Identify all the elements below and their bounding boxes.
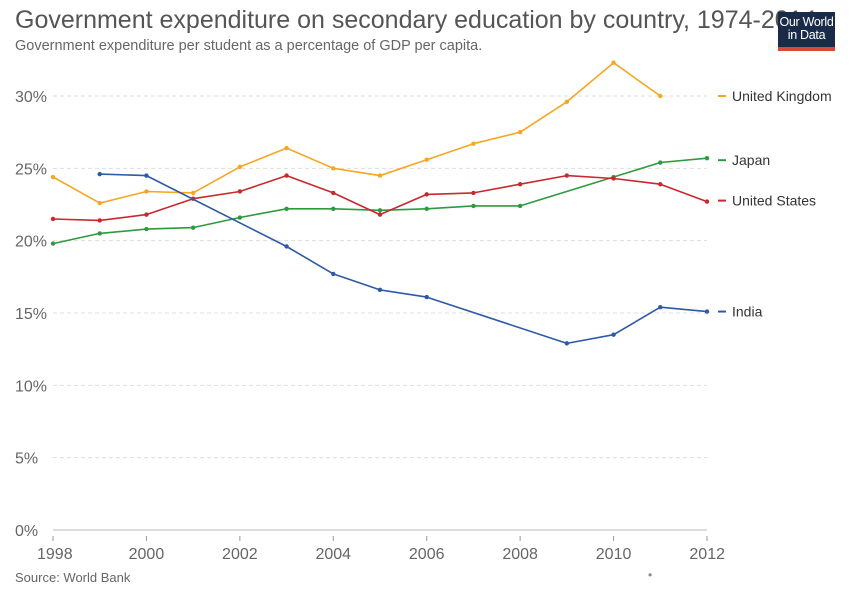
data-point[interactable] bbox=[97, 218, 102, 223]
x-tick-label: 2000 bbox=[129, 546, 165, 563]
data-point[interactable] bbox=[331, 206, 336, 212]
data-point[interactable] bbox=[50, 216, 56, 222]
data-point[interactable] bbox=[564, 173, 570, 178]
legend-item-india[interactable]: India bbox=[718, 304, 763, 320]
x-tick-label: 2002 bbox=[222, 546, 258, 563]
data-point[interactable] bbox=[424, 294, 429, 300]
data-point[interactable] bbox=[284, 145, 289, 151]
series-line-japan[interactable] bbox=[52, 157, 708, 245]
legend-label: India bbox=[732, 304, 763, 320]
chart-subtitle: Government expenditure per student as a … bbox=[15, 38, 483, 54]
data-point[interactable] bbox=[424, 206, 429, 212]
gridlines bbox=[53, 95, 707, 531]
data-point[interactable] bbox=[424, 192, 429, 197]
data-point[interactable] bbox=[377, 173, 383, 178]
data-point[interactable] bbox=[97, 231, 102, 236]
x-tick-label: 2012 bbox=[689, 546, 725, 563]
y-tick-label: 30% bbox=[15, 89, 47, 106]
data-point[interactable] bbox=[377, 287, 383, 293]
series-lines bbox=[50, 60, 710, 346]
legend-item-united-states[interactable]: United States bbox=[718, 193, 816, 209]
series-united-kingdom[interactable] bbox=[50, 60, 663, 206]
y-tick-label: 0% bbox=[15, 523, 38, 540]
legend-item-united-kingdom[interactable]: United Kingdom bbox=[718, 88, 832, 104]
data-point[interactable] bbox=[517, 203, 523, 209]
data-point[interactable] bbox=[658, 182, 663, 187]
data-point[interactable] bbox=[331, 190, 336, 196]
data-point[interactable] bbox=[97, 200, 102, 206]
logo-line-1: Our World bbox=[779, 15, 834, 29]
x-tick-label: 2008 bbox=[502, 546, 538, 563]
series-united-states[interactable] bbox=[50, 173, 710, 223]
data-point[interactable] bbox=[611, 176, 616, 181]
data-point[interactable] bbox=[237, 215, 243, 220]
y-tick-label: 25% bbox=[15, 161, 47, 178]
data-point[interactable] bbox=[704, 156, 710, 161]
legend-label: Japan bbox=[732, 152, 770, 168]
data-point[interactable] bbox=[424, 157, 429, 162]
data-point[interactable] bbox=[611, 332, 616, 337]
series-line-india[interactable] bbox=[99, 173, 708, 345]
axes: 0% 5% 10% 15% 20% 25% 30% 1998 2000 2002 2004 2006 2… bbox=[15, 89, 725, 563]
legend: United Kingdom Japan United States India bbox=[718, 88, 832, 320]
x-tick-label: 2010 bbox=[596, 546, 632, 563]
data-point[interactable] bbox=[517, 129, 523, 135]
x-tick-label: 2006 bbox=[409, 546, 445, 563]
data-point[interactable] bbox=[237, 189, 243, 194]
data-point[interactable] bbox=[284, 206, 289, 212]
data-point[interactable] bbox=[611, 60, 616, 65]
chart-title: Government expenditure on secondary educ… bbox=[15, 6, 817, 34]
footer-dot: • bbox=[648, 568, 653, 582]
data-point[interactable] bbox=[331, 166, 336, 171]
source-note[interactable]: Source: World Bank bbox=[15, 570, 131, 585]
series-line-united-kingdom[interactable] bbox=[52, 61, 661, 204]
series-japan[interactable] bbox=[50, 156, 710, 246]
data-point[interactable] bbox=[190, 190, 196, 196]
owid-logo[interactable]: Our World in Data bbox=[778, 12, 835, 51]
data-point[interactable] bbox=[50, 241, 56, 246]
x-tick-label: 1998 bbox=[37, 546, 73, 563]
data-point[interactable] bbox=[658, 305, 663, 310]
y-tick-label: 15% bbox=[15, 306, 47, 323]
data-point[interactable] bbox=[471, 203, 476, 209]
y-tick-label: 20% bbox=[15, 234, 47, 251]
y-tick-label: 10% bbox=[15, 378, 47, 395]
data-point[interactable] bbox=[658, 160, 663, 165]
x-tick-label: 2004 bbox=[315, 546, 351, 563]
data-point[interactable] bbox=[658, 93, 663, 99]
data-point[interactable] bbox=[517, 182, 523, 187]
data-point[interactable] bbox=[564, 341, 570, 346]
logo-line-2: in Data bbox=[787, 28, 826, 42]
data-point[interactable] bbox=[377, 212, 383, 217]
data-point[interactable] bbox=[190, 225, 196, 230]
data-point[interactable] bbox=[471, 141, 476, 146]
data-point[interactable] bbox=[704, 199, 710, 204]
data-point[interactable] bbox=[377, 208, 383, 213]
data-point[interactable] bbox=[471, 190, 476, 196]
data-point[interactable] bbox=[284, 173, 289, 178]
legend-label: United Kingdom bbox=[732, 88, 832, 104]
data-point[interactable] bbox=[144, 173, 149, 178]
data-point[interactable] bbox=[144, 212, 149, 217]
data-point[interactable] bbox=[144, 226, 149, 232]
data-point[interactable] bbox=[97, 171, 102, 177]
data-point[interactable] bbox=[704, 309, 710, 314]
y-tick-label: 5% bbox=[15, 451, 38, 468]
data-point[interactable] bbox=[144, 189, 149, 194]
series-india[interactable] bbox=[97, 171, 710, 346]
legend-item-japan[interactable]: Japan bbox=[718, 152, 770, 168]
data-point[interactable] bbox=[237, 164, 243, 170]
data-point[interactable] bbox=[284, 244, 289, 249]
data-point[interactable] bbox=[564, 99, 570, 104]
data-point[interactable] bbox=[331, 271, 336, 277]
legend-label: United States bbox=[732, 193, 816, 209]
data-point[interactable] bbox=[50, 174, 56, 180]
